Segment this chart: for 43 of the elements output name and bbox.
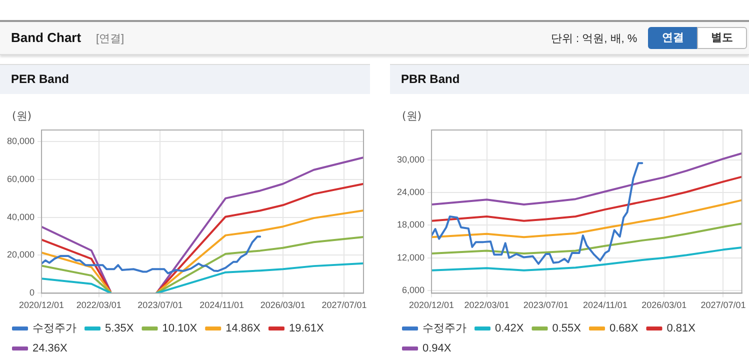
y-tick-label: 20,000 xyxy=(6,250,35,260)
y-tick-label: 12,000 xyxy=(396,252,425,262)
legend-label: 24.36X xyxy=(32,342,68,355)
y-tick-label: 24,000 xyxy=(396,187,425,198)
legend-label: 0.81X xyxy=(666,322,696,335)
legend-label: 0.68X xyxy=(609,322,639,335)
x-tick-label: 2026/03/01 xyxy=(260,300,306,310)
y-tick-label: 40,000 xyxy=(6,212,35,222)
x-tick-label: 2026/03/01 xyxy=(642,300,687,310)
legend-label: 19.61X xyxy=(288,322,324,335)
chart-title: PBR Band xyxy=(390,64,749,94)
legend-label: 0.94X xyxy=(422,342,452,355)
x-tick-label: 2027/07/01 xyxy=(322,300,367,310)
legend-label: 10.10X xyxy=(162,322,198,335)
legend-label: 0.55X xyxy=(552,322,582,335)
x-tick-label: 2022/03/01 xyxy=(76,300,122,310)
text: [연결] xyxy=(96,32,124,46)
y-axis-title: (원) xyxy=(402,109,422,122)
y-tick-label: 30,000 xyxy=(396,154,425,164)
legend-label: 14.86X xyxy=(226,322,262,335)
legend-label: 5.35X xyxy=(105,322,134,335)
text: Band Chart xyxy=(11,30,82,45)
y-tick-label: 0 xyxy=(30,288,35,298)
x-tick-label: 2020/12/01 xyxy=(409,300,454,310)
x-tick-label: 2024/11/01 xyxy=(200,300,244,310)
legend-label: 수정주가 xyxy=(32,322,76,335)
y-tick-label: 18,000 xyxy=(396,220,425,230)
y-axis-title: (원) xyxy=(12,109,32,122)
y-tick-label: 6,000 xyxy=(402,284,425,295)
text: 연결 xyxy=(648,27,698,49)
x-tick-label: 2020/12/01 xyxy=(19,300,64,310)
text: 단위 : 억원, 배, % xyxy=(551,32,638,46)
x-tick-label: 2023/07/01 xyxy=(523,300,568,310)
x-tick-label: 2024/11/01 xyxy=(583,300,628,310)
y-tick-label: 80,000 xyxy=(6,136,35,146)
x-tick-label: 2022/03/01 xyxy=(464,300,510,310)
legend-label: 0.42X xyxy=(495,322,524,335)
legend-label: 수정주가 xyxy=(422,322,466,335)
text: 별도 xyxy=(697,27,747,49)
x-tick-label: 2023/07/01 xyxy=(138,300,183,310)
y-tick-label: 60,000 xyxy=(6,174,35,184)
x-tick-label: 2027/07/01 xyxy=(700,300,746,310)
chart-title: PER Band xyxy=(0,64,370,94)
